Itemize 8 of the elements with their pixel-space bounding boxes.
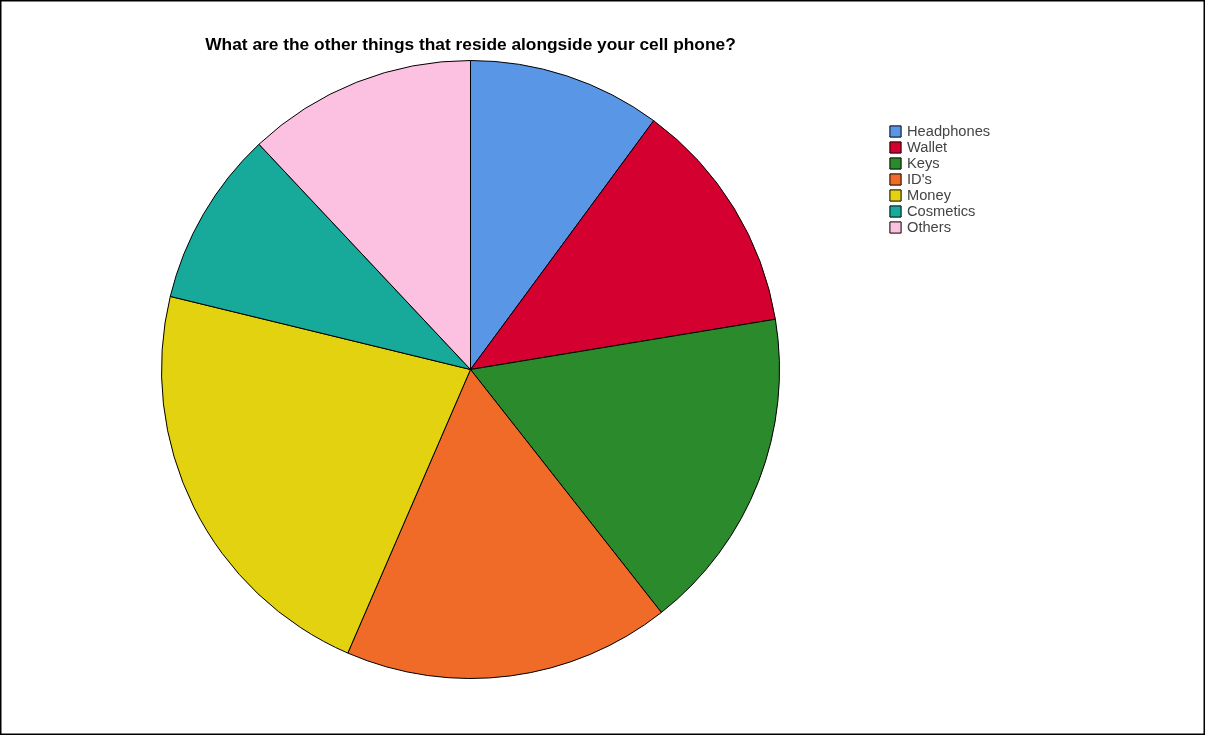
legend-label: Money xyxy=(907,187,951,203)
legend-label: ID's xyxy=(907,171,932,187)
legend-label: Keys xyxy=(907,155,940,171)
legend-label: Others xyxy=(907,219,951,235)
legend-label: Cosmetics xyxy=(907,203,976,219)
chart-title: What are the other things that reside alongside your cell phone? xyxy=(205,33,736,54)
legend-label: Headphones xyxy=(907,123,991,139)
legend-label: Wallet xyxy=(907,139,948,155)
